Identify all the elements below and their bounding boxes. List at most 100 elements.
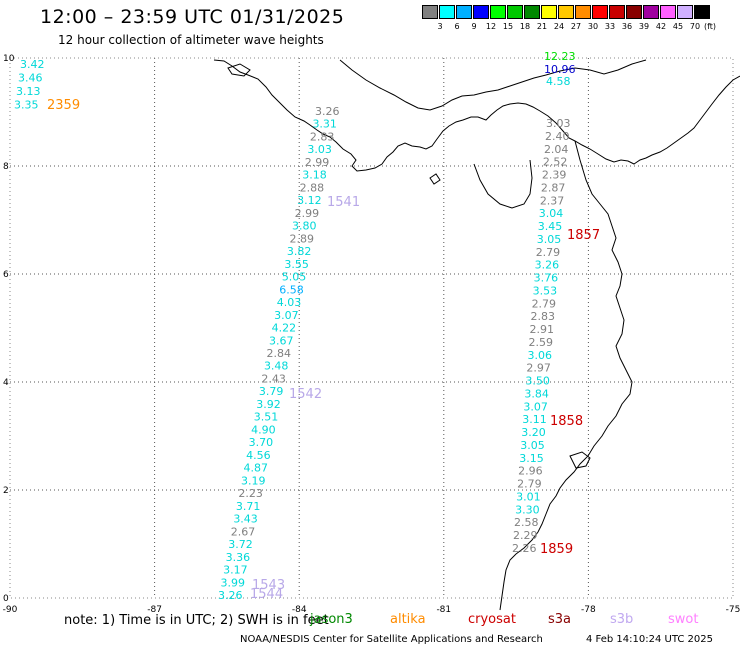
coastline-south-america — [499, 140, 633, 611]
colorbar-label: 27 — [570, 22, 582, 31]
wave-height-value: 4.90 — [251, 423, 276, 436]
wave-height-value: 2.37 — [540, 194, 565, 207]
wave-height-value: 3.26 — [218, 589, 243, 602]
wave-height-value: 3.03 — [307, 143, 332, 156]
map-subtitle: 12 hour collection of altimeter wave hei… — [58, 33, 324, 47]
wave-height-value: 5.05 — [282, 271, 307, 284]
colorbar-label: 9 — [471, 22, 477, 31]
wave-height-value: 3.71 — [236, 500, 260, 513]
wave-height-value: 2.67 — [231, 525, 256, 538]
wave-height-value: 2.79 — [536, 246, 561, 259]
wave-height-value: 2.23 — [238, 487, 263, 500]
wave-height-value: 3.42 — [20, 58, 45, 71]
colorbar-swatch — [609, 5, 625, 19]
colorbar-label: 42 — [655, 22, 667, 31]
wave-height-value: 3.26 — [535, 259, 560, 272]
lon-tick-label: -75 — [726, 605, 740, 615]
wave-height-value: 4.87 — [244, 462, 268, 475]
wave-height-value: 2.52 — [543, 156, 568, 169]
wave-height-value: 2.96 — [518, 465, 543, 478]
track-time-label: 1858 — [550, 414, 583, 429]
map-title: 12:00 – 23:59 UTC 01/31/2025 — [40, 6, 345, 28]
colorbar-label: 12 — [485, 22, 497, 31]
colorbar-swatch — [558, 5, 574, 19]
wave-height-value: 3.51 — [254, 411, 279, 424]
wave-height-value: 3.05 — [537, 233, 562, 246]
island-cluster-1 — [227, 63, 251, 77]
wave-height-value: 3.82 — [287, 245, 312, 258]
lat-tick-label: 0 — [3, 594, 9, 604]
colorbar-swatch — [694, 5, 710, 19]
wave-height-value: 2.83 — [531, 310, 556, 323]
wave-height-value: 2.04 — [544, 143, 569, 156]
lat-tick-label: 4 — [3, 378, 9, 388]
track-time-label: 1859 — [540, 542, 573, 557]
lon-tick-label: -87 — [147, 605, 162, 615]
wave-height-value: 3.20 — [521, 426, 546, 439]
colorbar-label: 70 — [689, 22, 701, 31]
wave-height-value: 3.07 — [274, 309, 299, 322]
colorbar-label: 45 — [672, 22, 684, 31]
map-frame — [9, 57, 734, 599]
colorbar-swatch — [626, 5, 642, 19]
wave-height-value: 3.15 — [519, 452, 544, 465]
wave-height-value: 3.26 — [315, 105, 340, 118]
wave-height-value: 3.43 — [233, 513, 258, 526]
wave-height-value: 3.01 — [516, 490, 541, 503]
wave-height-value: 2.87 — [541, 181, 566, 194]
wave-height-value: 2.43 — [261, 372, 286, 385]
wave-height-value: 2.26 — [512, 542, 537, 555]
lon-tick-label: -90 — [3, 605, 18, 615]
colorbar-swatch — [575, 5, 591, 19]
track-time-label: 1542 — [289, 387, 322, 402]
colorbar-swatch — [507, 5, 523, 19]
wave-height-value: 3.30 — [515, 503, 540, 516]
wave-height-value: 2.29 — [513, 529, 538, 542]
lon-tick-label: -81 — [436, 605, 451, 615]
wave-height-value: 3.07 — [523, 400, 548, 413]
wave-height-value: 3.05 — [520, 439, 545, 452]
colorbar-label: 30 — [587, 22, 599, 31]
satellite-name-altika: altika — [390, 612, 426, 627]
colorbar-swatch — [439, 5, 455, 19]
lon-tick-label: -84 — [292, 605, 307, 615]
wave-height-value: 3.36 — [226, 551, 251, 564]
footer-note: note: 1) Time is in UTC; 2) SWH is in fe… — [64, 613, 329, 628]
wave-height-value: 3.45 — [538, 220, 563, 233]
colorbar-swatch — [677, 5, 693, 19]
wave-height-value: 3.67 — [269, 334, 294, 347]
track-time-label: 1541 — [327, 195, 360, 210]
wave-height-value: 3.92 — [256, 398, 281, 411]
wave-height-value: 2.99 — [305, 156, 330, 169]
satellite-name-s3a: s3a — [548, 612, 572, 627]
wave-height-value: 2.83 — [310, 130, 335, 143]
lon-tick-label: -78 — [581, 605, 596, 615]
wave-height-value: 2.59 — [528, 336, 553, 349]
colorbar-swatch — [541, 5, 557, 19]
wave-height-value: 3.12 — [297, 194, 322, 207]
track-time-label: 1857 — [567, 228, 600, 243]
wave-height-value: 3.70 — [249, 436, 274, 449]
colorbar-label: 39 — [638, 22, 650, 31]
wave-height-value: 3.35 — [14, 99, 39, 112]
colorbar-label: 15 — [502, 22, 514, 31]
track-time-label: 2359 — [47, 98, 80, 113]
wave-height-value: 3.11 — [522, 413, 547, 426]
wave-height-value: 3.46 — [18, 72, 43, 85]
wave-height-value: 2.79 — [532, 297, 557, 310]
wave-height-value: 2.39 — [542, 169, 567, 182]
wave-height-value: 3.72 — [228, 538, 253, 551]
colorbar-swatch — [524, 5, 540, 19]
lat-tick-label: 2 — [3, 486, 9, 496]
wave-height-value: 3.53 — [533, 284, 558, 297]
colorbar-swatch — [490, 5, 506, 19]
grid-lines — [9, 57, 734, 599]
wave-height-value: 3.84 — [524, 387, 549, 400]
satellite-tracks: 3.423.463.133.35 2359 3.263.312.833.032.99… — [14, 50, 600, 602]
wave-height-value: 3.19 — [241, 474, 266, 487]
colorbar-label: 24 — [553, 22, 565, 31]
wave-height-value: 2.58 — [514, 516, 539, 529]
colorbar-swatch — [473, 5, 489, 19]
wave-height-value: 2.97 — [526, 362, 551, 375]
track-time-label: 1544 — [250, 587, 283, 602]
